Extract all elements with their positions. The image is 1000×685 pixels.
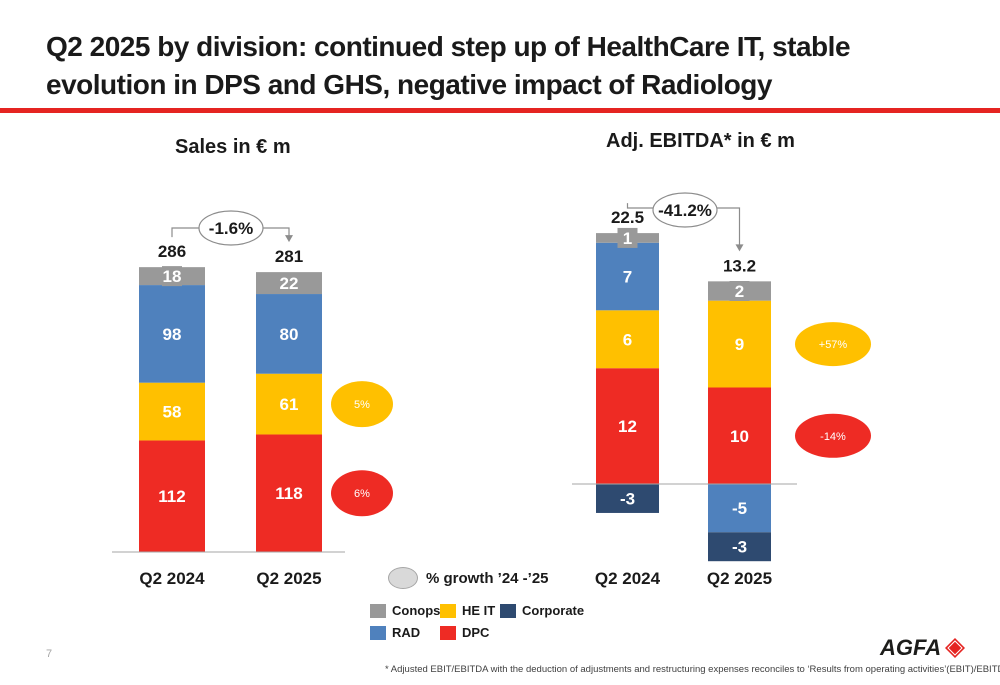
growth-bubble-label: 6% <box>354 488 370 500</box>
legend-label: Conops <box>392 603 441 618</box>
value-label-box <box>617 227 638 248</box>
bar-segment-dpc <box>708 387 771 484</box>
value-label: 7 <box>623 268 632 287</box>
value-label: 22 <box>280 274 299 293</box>
growth-legend: % growth ’24 -’25 <box>388 567 549 589</box>
growth-legend-label: % growth ’24 -’25 <box>426 569 549 587</box>
growth-bubble <box>331 381 393 428</box>
value-label: -3 <box>620 489 635 508</box>
total-label: 286 <box>158 242 186 261</box>
bar-segment-dpc <box>596 368 659 484</box>
legend-swatch <box>370 603 386 618</box>
ebitda-chart-title: Adj. EBITDA* in € m <box>606 130 795 152</box>
value-label: 112 <box>158 487 185 506</box>
legend-swatch <box>500 603 516 618</box>
agfa-logo: AGFA <box>880 634 966 662</box>
value-label: -5 <box>732 499 747 518</box>
value-label: 80 <box>280 325 299 344</box>
legend-item-dpc: DPC <box>440 625 489 640</box>
category-label: Q2 2024 <box>595 569 661 588</box>
growth-bubble <box>795 413 871 458</box>
value-label: 58 <box>163 403 182 422</box>
value-label: 2 <box>735 282 744 301</box>
agfa-rhombus-icon <box>945 638 966 658</box>
bar-segment-rad <box>139 285 205 383</box>
bar-segment-rad <box>256 294 322 374</box>
bar-segment-dpc <box>256 434 322 552</box>
bar-segment-he-it <box>596 310 659 369</box>
legend-label: HE IT <box>462 603 496 618</box>
growth-bubble-label: 5% <box>354 399 370 411</box>
total-label: 281 <box>275 247 303 266</box>
legend-swatch <box>440 603 456 618</box>
sales-chart-title: Sales in € m <box>175 136 291 158</box>
legend-label: DPC <box>462 625 490 640</box>
bar-segment-he-it <box>256 373 322 435</box>
legend-item-conops: Conops <box>370 603 440 618</box>
value-label: 98 <box>163 325 182 344</box>
value-label: 9 <box>735 335 744 354</box>
value-label: 18 <box>163 267 182 286</box>
bar-segment-he-it <box>708 300 771 388</box>
page-title: Q2 2025 by division: continued step up o… <box>46 31 851 100</box>
change-oval <box>652 192 718 228</box>
category-label: Q2 2025 <box>256 569 321 588</box>
change-arrowhead-icon <box>285 235 293 243</box>
legend-item-rad: RAD <box>370 625 420 640</box>
value-label: 1 <box>623 229 632 248</box>
legend-swatch <box>440 625 456 640</box>
value-label-box <box>729 281 750 301</box>
bar-segment-dpc <box>139 440 205 552</box>
category-label: Q2 2024 <box>139 569 205 588</box>
value-label: -3 <box>732 538 747 557</box>
category-label: Q2 2025 <box>707 569 772 588</box>
title-rule <box>0 108 1000 113</box>
value-label: 118 <box>275 484 302 503</box>
legend-label: RAD <box>392 625 421 640</box>
growth-bubble-label: -14% <box>820 431 846 443</box>
total-label: 22.5 <box>611 208 644 227</box>
growth-bubble <box>331 470 393 517</box>
value-label: 6 <box>623 330 632 349</box>
series-legend: Conops HE IT Corporate RAD DPC <box>370 603 610 643</box>
growth-bubble <box>795 322 871 367</box>
value-label-box <box>279 273 299 294</box>
bar-segment-rad <box>708 484 771 533</box>
change-label: -1.6% <box>209 219 253 238</box>
growth-oval-icon <box>388 567 418 589</box>
legend-item-he-it: HE IT <box>440 603 495 618</box>
legend-swatch <box>370 625 386 640</box>
value-label: 61 <box>280 395 299 414</box>
value-label-box <box>162 266 182 287</box>
change-label: -41.2% <box>658 201 712 220</box>
bar-segment-corporate <box>596 484 659 513</box>
logo-wordmark: AGFA <box>880 635 942 660</box>
page-number: 7 <box>46 648 53 660</box>
change-oval <box>198 210 264 246</box>
bar-segment-rad <box>596 242 659 311</box>
bar-segment-he-it <box>139 382 205 441</box>
total-label: 13.2 <box>723 256 756 275</box>
value-label: 10 <box>730 427 749 446</box>
growth-bubble-label: +57% <box>819 339 848 351</box>
legend-item-corporate: Corporate <box>500 603 584 618</box>
legend-label: Corporate <box>522 603 585 618</box>
value-label: 12 <box>618 417 637 436</box>
change-arrowhead-icon <box>735 244 744 252</box>
bar-segment-corporate <box>708 532 771 562</box>
footnote: * Adjusted EBIT/EBITDA with the deductio… <box>385 664 1000 675</box>
